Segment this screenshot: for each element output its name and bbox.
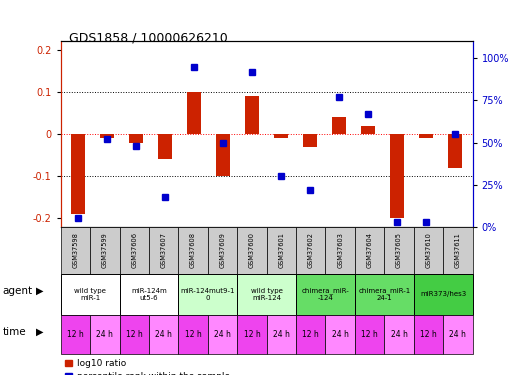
Bar — [274, 134, 288, 138]
Text: miR-124mut9-1
0: miR-124mut9-1 0 — [181, 288, 235, 301]
Text: miR-124m
ut5-6: miR-124m ut5-6 — [131, 288, 167, 301]
Text: 24 h: 24 h — [449, 330, 466, 339]
Bar — [129, 134, 144, 142]
Text: 12 h: 12 h — [243, 330, 260, 339]
Bar — [237, 274, 296, 315]
Bar — [178, 227, 208, 274]
Text: 24 h: 24 h — [332, 330, 348, 339]
Text: 12 h: 12 h — [126, 330, 143, 339]
Bar — [296, 315, 325, 354]
Text: 24 h: 24 h — [391, 330, 408, 339]
Bar — [158, 134, 172, 159]
Bar — [414, 315, 443, 354]
Bar — [216, 134, 230, 176]
Bar — [448, 134, 463, 168]
Text: GSM37604: GSM37604 — [366, 232, 373, 268]
Bar — [187, 92, 201, 134]
Bar — [303, 134, 317, 147]
Bar — [237, 315, 267, 354]
Text: GSM37608: GSM37608 — [190, 232, 196, 268]
Text: 12 h: 12 h — [185, 330, 202, 339]
Text: 24 h: 24 h — [97, 330, 114, 339]
Text: GSM37599: GSM37599 — [102, 232, 108, 268]
Text: GSM37605: GSM37605 — [396, 232, 402, 268]
Bar — [384, 315, 414, 354]
Text: GSM37603: GSM37603 — [337, 232, 343, 268]
Text: 12 h: 12 h — [361, 330, 378, 339]
Bar — [361, 126, 375, 134]
Bar — [355, 315, 384, 354]
Bar — [61, 274, 119, 315]
Text: chimera_miR-
-124: chimera_miR- -124 — [301, 288, 350, 301]
Text: GDS1858 / 10000626210: GDS1858 / 10000626210 — [69, 32, 228, 45]
Bar — [208, 227, 237, 274]
Bar — [90, 227, 119, 274]
Text: GSM37600: GSM37600 — [249, 232, 255, 268]
Bar — [325, 315, 355, 354]
Bar — [178, 315, 208, 354]
Bar — [119, 274, 178, 315]
Text: GSM37611: GSM37611 — [455, 232, 461, 268]
Text: GSM37610: GSM37610 — [426, 232, 431, 268]
Bar — [355, 227, 384, 274]
Legend: log10 ratio, percentile rank within the sample: log10 ratio, percentile rank within the … — [65, 359, 230, 375]
Text: 24 h: 24 h — [214, 330, 231, 339]
Text: GSM37607: GSM37607 — [161, 232, 167, 268]
Bar — [149, 227, 178, 274]
Bar — [414, 274, 473, 315]
Bar — [443, 227, 473, 274]
Bar — [419, 134, 433, 138]
Bar — [267, 315, 296, 354]
Text: 12 h: 12 h — [67, 330, 84, 339]
Bar — [178, 274, 237, 315]
Bar — [149, 315, 178, 354]
Text: GSM37601: GSM37601 — [278, 232, 285, 268]
Bar — [414, 227, 443, 274]
Bar — [296, 227, 325, 274]
Text: GSM37602: GSM37602 — [308, 232, 314, 268]
Text: chimera_miR-1
24-1: chimera_miR-1 24-1 — [358, 288, 410, 301]
Text: agent: agent — [3, 286, 33, 296]
Bar — [71, 134, 86, 214]
Text: GSM37609: GSM37609 — [220, 232, 225, 268]
Bar — [390, 134, 404, 218]
Bar — [332, 117, 346, 134]
Bar — [296, 274, 355, 315]
Bar — [100, 134, 115, 138]
Bar — [443, 315, 473, 354]
Bar — [61, 315, 90, 354]
Bar — [355, 274, 414, 315]
Text: ▶: ▶ — [36, 286, 43, 296]
Text: time: time — [3, 327, 26, 337]
Text: 12 h: 12 h — [303, 330, 319, 339]
Bar — [119, 227, 149, 274]
Bar — [90, 315, 119, 354]
Text: GSM37598: GSM37598 — [72, 232, 79, 268]
Text: 24 h: 24 h — [155, 330, 172, 339]
Bar — [61, 227, 90, 274]
Text: 12 h: 12 h — [420, 330, 437, 339]
Bar — [119, 315, 149, 354]
Bar — [384, 227, 414, 274]
Text: ▶: ▶ — [36, 327, 43, 337]
Bar — [208, 315, 237, 354]
Text: GSM37606: GSM37606 — [131, 232, 137, 268]
Text: 24 h: 24 h — [273, 330, 290, 339]
Bar — [325, 227, 355, 274]
Bar — [245, 96, 259, 134]
Text: wild type
miR-1: wild type miR-1 — [74, 288, 106, 301]
Text: miR373/hes3: miR373/hes3 — [420, 291, 466, 297]
Bar — [267, 227, 296, 274]
Text: wild type
miR-124: wild type miR-124 — [251, 288, 282, 301]
Bar — [237, 227, 267, 274]
